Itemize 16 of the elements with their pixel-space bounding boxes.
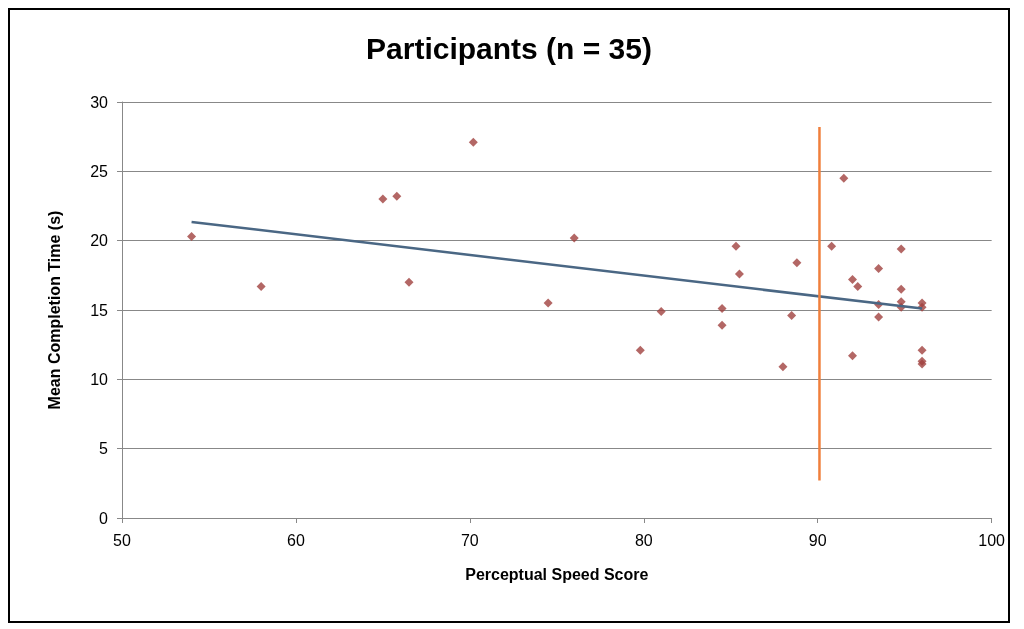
y-tick-label: 5: [99, 440, 109, 458]
y-tick-label: 15: [90, 301, 109, 319]
x-tick-label: 80: [634, 531, 653, 549]
y-tick-label: 20: [90, 232, 109, 250]
x-tick-label: 70: [460, 531, 479, 549]
y-tick-label: 30: [90, 93, 109, 111]
y-tick-label: 25: [90, 162, 109, 180]
chart-title: Participants (n = 35): [366, 31, 652, 65]
x-tick-label: 90: [808, 531, 827, 549]
x-axis-title: Perceptual Speed Score: [465, 565, 649, 583]
y-tick-label: 10: [90, 370, 109, 388]
x-tick-label: 50: [113, 531, 131, 549]
y-tick-label: 0: [99, 509, 109, 527]
y-axis-title: Mean Completion Time (s): [45, 210, 63, 410]
x-tick-label: 60: [287, 531, 305, 549]
x-tick-label: 100: [978, 531, 1006, 549]
